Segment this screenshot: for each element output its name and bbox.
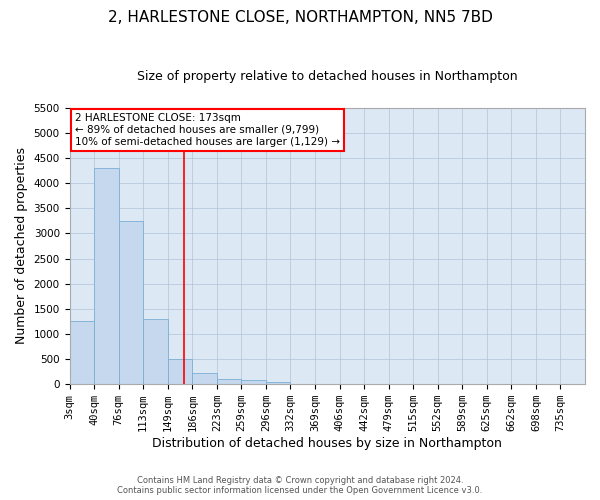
Bar [119, 221, 143, 384]
Bar [70, 322, 94, 384]
Bar [266, 382, 290, 384]
Title: Size of property relative to detached houses in Northampton: Size of property relative to detached ho… [137, 70, 518, 83]
Text: 2 HARLESTONE CLOSE: 173sqm
← 89% of detached houses are smaller (9,799)
10% of s: 2 HARLESTONE CLOSE: 173sqm ← 89% of deta… [74, 114, 340, 146]
Bar [168, 359, 192, 384]
Bar [217, 379, 241, 384]
Bar [94, 168, 119, 384]
X-axis label: Distribution of detached houses by size in Northampton: Distribution of detached houses by size … [152, 437, 502, 450]
Bar [241, 380, 266, 384]
Bar [143, 319, 168, 384]
Text: Contains HM Land Registry data © Crown copyright and database right 2024.
Contai: Contains HM Land Registry data © Crown c… [118, 476, 482, 495]
Y-axis label: Number of detached properties: Number of detached properties [15, 148, 28, 344]
Text: 2, HARLESTONE CLOSE, NORTHAMPTON, NN5 7BD: 2, HARLESTONE CLOSE, NORTHAMPTON, NN5 7B… [107, 10, 493, 25]
Bar [192, 373, 217, 384]
